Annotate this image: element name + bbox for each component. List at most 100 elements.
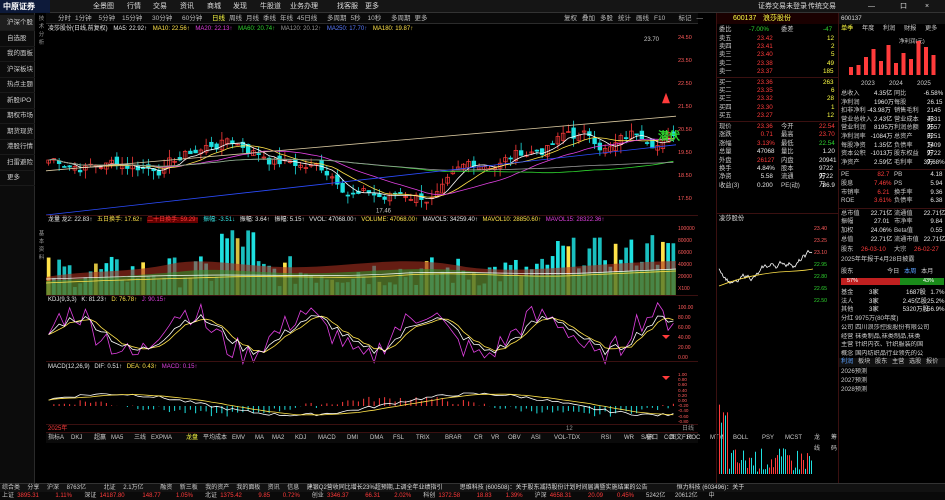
indicator-tab-18[interactable]: CR (474, 435, 483, 441)
indicator-tab-6[interactable]: 龙盘 (186, 435, 199, 441)
ask-row[interactable]: 卖二 23.38 49 (719, 59, 835, 67)
tf-6[interactable]: 日线 (212, 15, 225, 22)
footer-item-0[interactable]: 综合类 (2, 485, 21, 491)
menu-8[interactable]: 找客服 (337, 3, 358, 10)
indicator-tab-16[interactable]: TRIX (416, 435, 430, 441)
tf-14[interactable]: 10秒 (367, 15, 382, 22)
indicator-tab-29[interactable]: BOLL (733, 435, 749, 441)
side-bottom-tab-5[interactable]: 报价 (926, 358, 939, 366)
side-bottom-tab-1[interactable]: 板块 (858, 358, 871, 366)
top-right-2[interactable]: — (868, 3, 875, 10)
indicator-tab-1[interactable]: DKJ (71, 435, 83, 441)
indicator-tab-0[interactable]: 指标A (48, 435, 65, 441)
left-nav-item-8[interactable]: 港股行情 (0, 139, 35, 155)
left-nav-item-9[interactable]: 扫雷避险 (0, 155, 35, 171)
indicator-tab-5[interactable]: EXPMA (151, 435, 173, 441)
tool-7[interactable]: — (696, 15, 704, 22)
footer-item-10[interactable]: 资讯 (267, 485, 280, 491)
menu-6[interactable]: 牛股道 (260, 3, 281, 10)
ask-row[interactable]: 卖四 23.41 2 (719, 43, 835, 51)
tool-5[interactable]: F10 (654, 15, 666, 22)
footer-item-12[interactable]: 建银Q2营收同比增长23%超预期,上调全年业绩指引 (306, 485, 443, 491)
indicator-tab-13[interactable]: DMI (347, 435, 358, 441)
tool-1[interactable]: 叠加 (582, 15, 595, 22)
tf-1[interactable]: 1分钟 (75, 15, 92, 22)
indicator-tab-27[interactable]: ROC (687, 435, 701, 441)
side-tab-0[interactable]: 单季 (841, 25, 854, 32)
bid-row[interactable]: 买五 23.27 12 (719, 111, 835, 119)
bid-row[interactable]: 买四 23.30 1 (719, 103, 835, 111)
indicator-tab-21[interactable]: ASI (531, 435, 541, 441)
side-tab-2[interactable]: 利润 (883, 25, 896, 32)
indicator-tab-23[interactable]: RSI (601, 435, 612, 441)
footer-item-2[interactable]: 沪深 (47, 485, 60, 491)
indicator-tab-26[interactable]: CCI (664, 435, 675, 441)
top-right-4[interactable]: × (925, 3, 930, 10)
footer-item-5[interactable]: 2.1万亿 (123, 485, 144, 491)
indicator-tab-3[interactable]: MA5 (111, 435, 124, 441)
tf-10[interactable]: 年线 (280, 15, 293, 22)
indicator-tab-9[interactable]: MA (255, 435, 264, 441)
indicator-tab-4[interactable]: 三线 (134, 435, 147, 441)
top-right-3[interactable]: 口 (900, 3, 907, 10)
footer-item-8[interactable]: 我的资产 (205, 485, 230, 491)
tf-9[interactable]: 季线 (263, 15, 276, 22)
indicator-tab-25[interactable]: SAR (641, 435, 654, 441)
indicator-tab-17[interactable]: BRAR (445, 435, 462, 441)
tool-4[interactable]: 画线 (636, 15, 649, 22)
left-nav-item-10[interactable]: 更多 (0, 170, 35, 186)
indicator-tab-32[interactable]: 龙线 (814, 435, 821, 452)
ask-row[interactable]: 卖一 23.37 185 (719, 67, 834, 75)
side-tab-4[interactable]: 更多 (925, 25, 938, 32)
indicator-tab-30[interactable]: PSY (762, 435, 775, 441)
intraday-mini-chart[interactable] (718, 226, 814, 306)
menu-5[interactable]: 发现 (233, 3, 247, 10)
candlestick-chart[interactable]: 23.70 17.46 潜伏 (45, 33, 680, 216)
side-bottom-tab-2[interactable]: 股东 (875, 358, 888, 366)
indicator-tab-11[interactable]: KDJ (295, 435, 307, 441)
tf-15[interactable]: 多周期 (391, 15, 411, 22)
ask-row[interactable]: 卖五 23.42 12 (719, 35, 835, 42)
tool-6[interactable]: 标记 (678, 15, 692, 22)
indicator-tab-15[interactable]: FSL (393, 435, 405, 441)
top-right-0[interactable]: 证券交易未登录 (758, 3, 807, 10)
holder-tab-1[interactable]: 本周 (904, 268, 917, 276)
indicator-tab-7[interactable]: 平均成本 (203, 435, 228, 441)
tool-3[interactable]: 统计 (618, 15, 631, 22)
footer-item-1[interactable]: 分享 (27, 485, 40, 491)
tf-7[interactable]: 周线 (229, 15, 242, 22)
tf-5[interactable]: 60分钟 (182, 15, 203, 22)
left-nav-item-0[interactable]: 沪深个股 (0, 15, 35, 31)
footer-item-3[interactable]: 8763亿 (66, 485, 86, 491)
indicator-tab-22[interactable]: VOL-TDX (554, 435, 581, 441)
menu-1[interactable]: 行情 (127, 3, 141, 10)
macd-chart[interactable] (46, 372, 676, 424)
footer-item-11[interactable]: 信息 (287, 485, 300, 491)
footer-item-9[interactable]: 我的面板 (236, 485, 261, 491)
tf-16[interactable]: 更多 (414, 15, 428, 22)
footer-item-6[interactable]: 融资 (160, 485, 173, 491)
indicator-tab-33[interactable]: 筹码 (831, 435, 838, 452)
chart-area[interactable]: 凌莎股份(日线,前复权) MA5: 22.92↑ MA10: 22.56↑ MA… (45, 24, 698, 432)
menu-4[interactable]: 商城 (207, 3, 221, 10)
indicator-tab-14[interactable]: DMA (370, 435, 384, 441)
left-nav-item-2[interactable]: 我的面板 (0, 46, 35, 62)
tf-11[interactable]: 45日线 (297, 15, 318, 22)
bid-row[interactable]: 买三 23.32 28 (719, 95, 835, 103)
bid-row[interactable]: 买一 23.36 263 (719, 79, 834, 86)
footer-item-14[interactable]: 恒力科技 (603496)：关于 (676, 485, 745, 491)
tf-8[interactable]: 月线 (246, 15, 259, 22)
side-tab-3[interactable]: 财报 (904, 25, 917, 32)
side-tab-1[interactable]: 年度 (862, 25, 875, 32)
side-bottom-tab-0[interactable]: 利润 (841, 358, 854, 366)
k-line-tab[interactable]: 技术分析 (38, 16, 45, 46)
indicator-tab-19[interactable]: VR (491, 435, 500, 441)
left-nav-item-3[interactable]: 沪深板块 (0, 62, 35, 78)
indicator-tab-31[interactable]: MCST (785, 435, 802, 441)
tf-0[interactable]: 分时 (58, 15, 71, 22)
indicator-tab-8[interactable]: EMV (232, 435, 246, 441)
vol-tab[interactable]: 基本资料 (38, 231, 45, 261)
tool-2[interactable]: 多股 (600, 15, 613, 22)
tf-3[interactable]: 15分钟 (122, 15, 143, 22)
footer-item-13[interactable]: 思维科技 (600508)：关于股东减持股份计划时间届满暨实施结果的公告 (459, 485, 648, 491)
